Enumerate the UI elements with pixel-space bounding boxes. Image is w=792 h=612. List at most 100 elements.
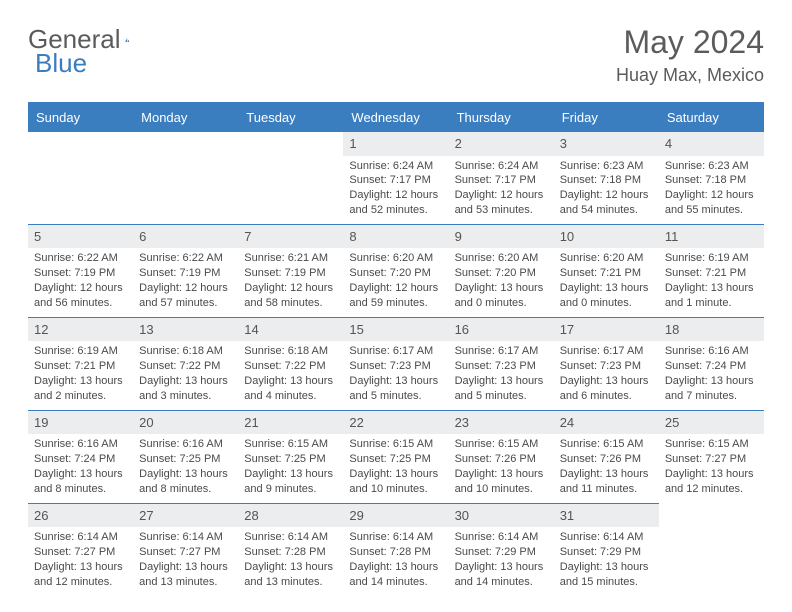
sunrise-line: Sunrise: 6:22 AM	[34, 251, 127, 266]
month-title: May 2024	[616, 24, 764, 61]
daylight-line: Daylight: 12 hours and 58 minutes.	[244, 281, 337, 311]
weekday-header: Monday	[133, 104, 238, 131]
calendar-day-cell: 8Sunrise: 6:20 AMSunset: 7:20 PMDaylight…	[343, 224, 448, 317]
calendar-day-cell: 26Sunrise: 6:14 AMSunset: 7:27 PMDayligh…	[28, 503, 133, 596]
weekday-header: Friday	[554, 104, 659, 131]
calendar-day-cell: 4Sunrise: 6:23 AMSunset: 7:18 PMDaylight…	[659, 131, 764, 224]
daylight-line: Daylight: 13 hours and 0 minutes.	[455, 281, 548, 311]
day-number: 8	[343, 224, 448, 249]
calendar-day-cell: 10Sunrise: 6:20 AMSunset: 7:21 PMDayligh…	[554, 224, 659, 317]
sunset-line: Sunset: 7:23 PM	[349, 359, 442, 374]
sunset-line: Sunset: 7:27 PM	[34, 545, 127, 560]
calendar-week-row: 5Sunrise: 6:22 AMSunset: 7:19 PMDaylight…	[28, 224, 764, 317]
day-number: 25	[659, 410, 764, 435]
sunset-line: Sunset: 7:23 PM	[455, 359, 548, 374]
sunset-line: Sunset: 7:28 PM	[349, 545, 442, 560]
daylight-line: Daylight: 13 hours and 7 minutes.	[665, 374, 758, 404]
daylight-line: Daylight: 13 hours and 11 minutes.	[560, 467, 653, 497]
weekday-header: Saturday	[659, 104, 764, 131]
daylight-line: Daylight: 13 hours and 12 minutes.	[665, 467, 758, 497]
sunrise-line: Sunrise: 6:24 AM	[455, 159, 548, 174]
day-number: 1	[343, 131, 448, 156]
day-number: 20	[133, 410, 238, 435]
daylight-line: Daylight: 13 hours and 14 minutes.	[349, 560, 442, 590]
daylight-line: Daylight: 13 hours and 14 minutes.	[455, 560, 548, 590]
sunrise-line: Sunrise: 6:15 AM	[349, 437, 442, 452]
calendar-day-cell: 30Sunrise: 6:14 AMSunset: 7:29 PMDayligh…	[449, 503, 554, 596]
sunrise-line: Sunrise: 6:14 AM	[560, 530, 653, 545]
calendar-day-cell: 16Sunrise: 6:17 AMSunset: 7:23 PMDayligh…	[449, 317, 554, 410]
daylight-line: Daylight: 13 hours and 6 minutes.	[560, 374, 653, 404]
weekday-header: Tuesday	[238, 104, 343, 131]
location-label: Huay Max, Mexico	[616, 65, 764, 86]
daylight-line: Daylight: 12 hours and 55 minutes.	[665, 188, 758, 218]
day-number: 21	[238, 410, 343, 435]
daylight-line: Daylight: 12 hours and 54 minutes.	[560, 188, 653, 218]
daylight-line: Daylight: 13 hours and 1 minute.	[665, 281, 758, 311]
day-number: 29	[343, 503, 448, 528]
daylight-line: Daylight: 13 hours and 8 minutes.	[34, 467, 127, 497]
sunset-line: Sunset: 7:26 PM	[560, 452, 653, 467]
weekday-header: Sunday	[28, 104, 133, 131]
day-number: 4	[659, 131, 764, 156]
day-number: 30	[449, 503, 554, 528]
sunset-line: Sunset: 7:18 PM	[560, 173, 653, 188]
calendar-day-cell: 3Sunrise: 6:23 AMSunset: 7:18 PMDaylight…	[554, 131, 659, 224]
weekday-header-row: SundayMondayTuesdayWednesdayThursdayFrid…	[28, 104, 764, 131]
calendar-day-cell: 22 Sunrise: 6:15 AMSunset: 7:25 PMDayligh…	[343, 410, 448, 503]
sunset-line: Sunset: 7:25 PM	[349, 452, 442, 467]
sunrise-line: Sunrise: 6:14 AM	[244, 530, 337, 545]
sunrise-line: Sunrise: 6:18 AM	[244, 344, 337, 359]
calendar-day-cell: 28Sunrise: 6:14 AMSunset: 7:28 PMDayligh…	[238, 503, 343, 596]
calendar-week-row: 19Sunrise: 6:16 AMSunset: 7:24 PMDayligh…	[28, 410, 764, 503]
sunset-line: Sunset: 7:20 PM	[349, 266, 442, 281]
day-number: 13	[133, 317, 238, 342]
sunset-line: Sunset: 7:25 PM	[244, 452, 337, 467]
sunrise-line: Sunrise: 6:14 AM	[139, 530, 232, 545]
sunrise-line: Sunrise: 6:23 AM	[665, 159, 758, 174]
sunrise-line: Sunrise: 6:15 AM	[665, 437, 758, 452]
sunrise-line: Sunrise: 6:15 AM	[244, 437, 337, 452]
day-number: 27	[133, 503, 238, 528]
day-number: 7	[238, 224, 343, 249]
sunrise-line: Sunrise: 6:16 AM	[665, 344, 758, 359]
sunrise-line: Sunrise: 6:19 AM	[665, 251, 758, 266]
sunset-line: Sunset: 7:17 PM	[349, 173, 442, 188]
sunset-line: Sunset: 7:17 PM	[455, 173, 548, 188]
sunset-line: Sunset: 7:27 PM	[665, 452, 758, 467]
sunrise-line: Sunrise: 6:17 AM	[455, 344, 548, 359]
day-number: 6	[133, 224, 238, 249]
calendar-day-cell: 9Sunrise: 6:20 AMSunset: 7:20 PMDaylight…	[449, 224, 554, 317]
daylight-line: Daylight: 13 hours and 12 minutes.	[34, 560, 127, 590]
sunrise-line: Sunrise: 6:19 AM	[34, 344, 127, 359]
sunrise-line: Sunrise: 6:22 AM	[139, 251, 232, 266]
sunrise-line: Sunrise: 6:14 AM	[34, 530, 127, 545]
calendar-day-cell: 25 Sunrise: 6:15 AMSunset: 7:27 PMDayligh…	[659, 410, 764, 503]
sunset-line: Sunset: 7:21 PM	[665, 266, 758, 281]
calendar-day-cell: 21Sunrise: 6:15 AMSunset: 7:25 PMDayligh…	[238, 410, 343, 503]
sunrise-line: Sunrise: 6:18 AM	[139, 344, 232, 359]
calendar: SundayMondayTuesdayWednesdayThursdayFrid…	[28, 102, 764, 596]
day-number: 5	[28, 224, 133, 249]
day-number: 9	[449, 224, 554, 249]
calendar-day-cell: 23Sunrise: 6:15 AMSunset: 7:26 PMDayligh…	[449, 410, 554, 503]
calendar-empty-cell: .	[28, 131, 133, 224]
calendar-day-cell: 29Sunrise: 6:14 AMSunset: 7:28 PMDayligh…	[343, 503, 448, 596]
calendar-day-cell: 24Sunrise: 6:15 AMSunset: 7:26 PMDayligh…	[554, 410, 659, 503]
calendar-day-cell: 1Sunrise: 6:24 AMSunset: 7:17 PMDaylight…	[343, 131, 448, 224]
weekday-header: Thursday	[449, 104, 554, 131]
sunset-line: Sunset: 7:21 PM	[34, 359, 127, 374]
day-number: 18	[659, 317, 764, 342]
calendar-day-cell: 12Sunrise: 6:19 AMSunset: 7:21 PMDayligh…	[28, 317, 133, 410]
day-number: 22	[343, 410, 448, 435]
calendar-day-cell: 27Sunrise: 6:14 AMSunset: 7:27 PMDayligh…	[133, 503, 238, 596]
calendar-day-cell: 31Sunrise: 6:14 AMSunset: 7:29 PMDayligh…	[554, 503, 659, 596]
daylight-line: Daylight: 13 hours and 4 minutes.	[244, 374, 337, 404]
sunrise-line: Sunrise: 6:14 AM	[455, 530, 548, 545]
sunset-line: Sunset: 7:25 PM	[139, 452, 232, 467]
sunrise-line: Sunrise: 6:15 AM	[560, 437, 653, 452]
daylight-line: Daylight: 12 hours and 53 minutes.	[455, 188, 548, 218]
daylight-line: Daylight: 13 hours and 10 minutes.	[349, 467, 442, 497]
title-block: May 2024 Huay Max, Mexico	[616, 24, 764, 86]
daylight-line: Daylight: 13 hours and 0 minutes.	[560, 281, 653, 311]
